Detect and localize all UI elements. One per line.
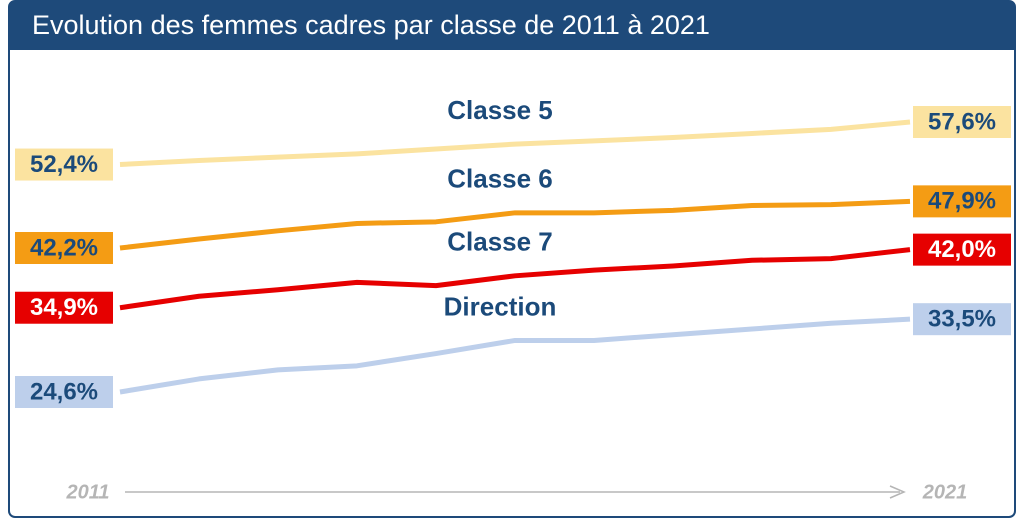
value-label-bg — [15, 291, 113, 324]
value-label: 34,9% — [30, 294, 98, 321]
value-label-bg — [913, 303, 1011, 336]
series-name: Classe 6 — [447, 164, 553, 194]
arrow-head — [889, 485, 906, 499]
series-line — [119, 119, 911, 168]
value-label: 42,2% — [30, 234, 98, 261]
value-label-bg — [913, 185, 1011, 218]
value-label: 42,0% — [928, 236, 996, 263]
value-label-bg — [913, 233, 1011, 266]
x-tick-label: 2011 — [65, 481, 109, 503]
value-label-bg — [15, 376, 113, 408]
value-label-bg — [913, 106, 1011, 138]
x-tick-label: 2021 — [922, 481, 968, 503]
value-label-bg — [15, 148, 113, 181]
series-line — [119, 198, 911, 251]
value-label: 24,6% — [30, 378, 98, 405]
title-bar — [9, 1, 1015, 50]
series-line — [119, 247, 911, 311]
series-name: Classe 7 — [447, 227, 553, 257]
frame — [8, 0, 1016, 518]
chart-title: Evolution des femmes cadres par classe d… — [32, 10, 710, 40]
series-name: Classe 5 — [447, 95, 553, 125]
series-line — [119, 316, 911, 395]
series-name: Direction — [444, 291, 557, 321]
value-label: 47,9% — [928, 188, 996, 215]
value-label: 57,6% — [928, 108, 996, 135]
value-label: 33,5% — [928, 306, 996, 333]
value-label-bg — [15, 232, 113, 264]
value-label: 52,4% — [30, 151, 98, 178]
